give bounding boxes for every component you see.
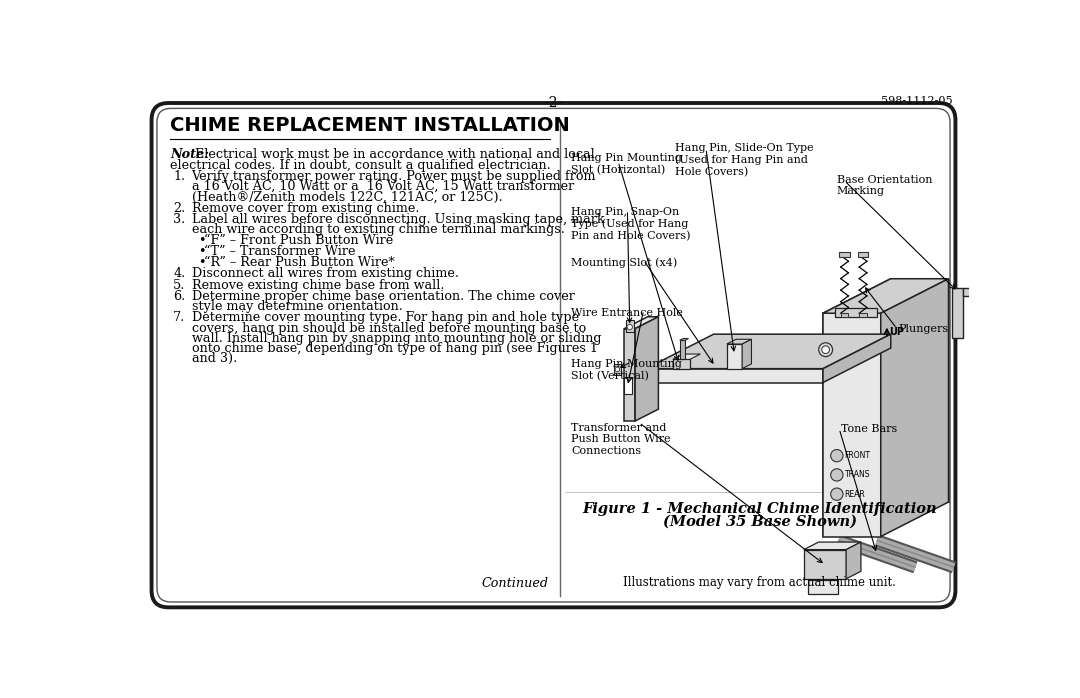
Text: •: • xyxy=(198,235,205,248)
Text: a 16 Volt AC, 10 Watt or a  16 Volt AC, 15 Watt transformer: a 16 Volt AC, 10 Watt or a 16 Volt AC, 1… xyxy=(191,180,573,193)
Polygon shape xyxy=(646,369,823,383)
Text: Wire Entrance Hole: Wire Entrance Hole xyxy=(571,308,683,318)
Circle shape xyxy=(831,488,843,500)
Polygon shape xyxy=(963,288,978,295)
Polygon shape xyxy=(808,581,838,594)
Polygon shape xyxy=(823,313,881,537)
Text: Determine proper chime base orientation. The chime cover: Determine proper chime base orientation.… xyxy=(191,290,575,303)
Polygon shape xyxy=(881,279,948,537)
Text: REAR: REAR xyxy=(845,490,865,498)
Text: Hang Pin, Snap-On
Type (Used for Hang
Pin and Hole Covers): Hang Pin, Snap-On Type (Used for Hang Pi… xyxy=(571,207,691,242)
Text: 7.: 7. xyxy=(173,311,186,325)
Text: TRANS: TRANS xyxy=(845,470,870,480)
Circle shape xyxy=(616,367,620,372)
Circle shape xyxy=(831,469,843,481)
Text: “F” – Front Push Button Wire: “F” – Front Push Button Wire xyxy=(204,235,393,248)
Bar xyxy=(858,251,868,257)
Text: “R” – Rear Push Button Wire*: “R” – Rear Push Button Wire* xyxy=(204,256,394,269)
Text: Note:: Note: xyxy=(170,149,208,161)
Text: Determine cover mounting type. For hang pin and hole type: Determine cover mounting type. For hang … xyxy=(191,311,579,325)
Polygon shape xyxy=(679,339,689,340)
Polygon shape xyxy=(624,329,635,421)
Polygon shape xyxy=(835,308,877,317)
Text: 6.: 6. xyxy=(173,290,186,303)
Text: wall. Install hang pin by snapping into mounting hole or sliding: wall. Install hang pin by snapping into … xyxy=(191,332,602,345)
Text: Base Orientation
Marking: Base Orientation Marking xyxy=(837,174,932,196)
Text: Remove existing chime base from wall.: Remove existing chime base from wall. xyxy=(191,279,444,292)
Text: (Heath®/Zenith models 122C, 121AC, or 125C).: (Heath®/Zenith models 122C, 121AC, or 12… xyxy=(191,191,502,203)
Text: Illustrations may vary from actual chime unit.: Illustrations may vary from actual chime… xyxy=(623,576,896,589)
Text: 5.: 5. xyxy=(173,279,186,292)
Text: 2.: 2. xyxy=(173,202,186,215)
Polygon shape xyxy=(804,549,846,579)
Polygon shape xyxy=(823,279,891,537)
Text: •: • xyxy=(198,256,205,269)
Text: Hang Pin, Slide-On Type
(Used for Hang Pin and
Hole Covers): Hang Pin, Slide-On Type (Used for Hang P… xyxy=(675,143,814,177)
Text: 4.: 4. xyxy=(173,267,186,281)
Text: -2-: -2- xyxy=(544,96,563,110)
Polygon shape xyxy=(623,377,632,394)
Text: UP: UP xyxy=(889,327,904,337)
Circle shape xyxy=(831,450,843,462)
Polygon shape xyxy=(823,334,891,383)
Polygon shape xyxy=(635,317,659,421)
Polygon shape xyxy=(646,334,891,369)
Text: 1.: 1. xyxy=(173,170,186,183)
Text: Label all wires before disconnecting. Using masking tape, mark: Label all wires before disconnecting. Us… xyxy=(191,213,604,226)
Text: style may determine orientation.: style may determine orientation. xyxy=(191,300,403,313)
Text: covers, hang pin should be installed before mounting base to: covers, hang pin should be installed bef… xyxy=(191,322,585,334)
Text: each wire according to existing chime terminal markings.: each wire according to existing chime te… xyxy=(191,223,565,236)
Circle shape xyxy=(627,325,633,329)
Text: “T” – Transformer Wire: “T” – Transformer Wire xyxy=(204,246,355,258)
Text: FRONT: FRONT xyxy=(845,451,870,460)
Text: Electrical work must be in accordance with national and local: Electrical work must be in accordance wi… xyxy=(195,149,595,161)
Polygon shape xyxy=(624,317,659,329)
Polygon shape xyxy=(823,279,948,313)
Text: •: • xyxy=(198,246,205,258)
Polygon shape xyxy=(742,339,752,369)
Polygon shape xyxy=(626,320,634,332)
Text: Remove cover from existing chime.: Remove cover from existing chime. xyxy=(191,202,419,215)
Text: Disconnect all wires from existing chime.: Disconnect all wires from existing chime… xyxy=(191,267,459,281)
Text: Verify transformer power rating. Power must be supplied from: Verify transformer power rating. Power m… xyxy=(191,170,596,183)
Text: Transformer and
Push Button Wire
Connections: Transformer and Push Button Wire Connect… xyxy=(571,422,671,456)
Text: (Model 35 Base Shown): (Model 35 Base Shown) xyxy=(663,515,856,529)
Bar xyxy=(840,313,849,317)
Polygon shape xyxy=(727,344,742,369)
Text: Mounting Slot (x4): Mounting Slot (x4) xyxy=(571,258,677,268)
Text: electrical codes. If in doubt, consult a qualified electrician.: electrical codes. If in doubt, consult a… xyxy=(170,158,551,172)
FancyBboxPatch shape xyxy=(151,103,956,607)
Text: Continued: Continued xyxy=(482,577,549,591)
Circle shape xyxy=(822,346,829,354)
Text: Tone Bars: Tone Bars xyxy=(840,424,897,433)
Text: 3.: 3. xyxy=(173,213,186,226)
Polygon shape xyxy=(953,288,963,338)
Circle shape xyxy=(819,343,833,357)
Bar xyxy=(860,313,867,317)
Text: 598-1112-05: 598-1112-05 xyxy=(880,96,953,106)
Text: and 3).: and 3). xyxy=(191,352,237,365)
Text: onto chime base, depending on type of hang pin (see Figures 1: onto chime base, depending on type of ha… xyxy=(191,342,597,355)
Polygon shape xyxy=(804,542,861,549)
Text: CHIME REPLACEMENT INSTALLATION: CHIME REPLACEMENT INSTALLATION xyxy=(170,116,570,135)
Text: Plungers: Plungers xyxy=(899,324,948,334)
Polygon shape xyxy=(673,359,690,369)
Polygon shape xyxy=(891,279,948,502)
Polygon shape xyxy=(727,339,752,344)
FancyBboxPatch shape xyxy=(157,108,950,602)
Polygon shape xyxy=(613,364,621,375)
Text: Hang Pin Mounting
Slot (Horizontal): Hang Pin Mounting Slot (Horizontal) xyxy=(571,153,683,175)
Polygon shape xyxy=(679,340,685,359)
Text: Hang Pin Mounting
Slot (Vertical): Hang Pin Mounting Slot (Vertical) xyxy=(571,359,683,381)
Text: Figure 1 - Mechanical Chime Identification: Figure 1 - Mechanical Chime Identificati… xyxy=(582,502,937,516)
Polygon shape xyxy=(673,354,700,359)
Bar xyxy=(839,251,850,257)
Polygon shape xyxy=(846,542,861,579)
